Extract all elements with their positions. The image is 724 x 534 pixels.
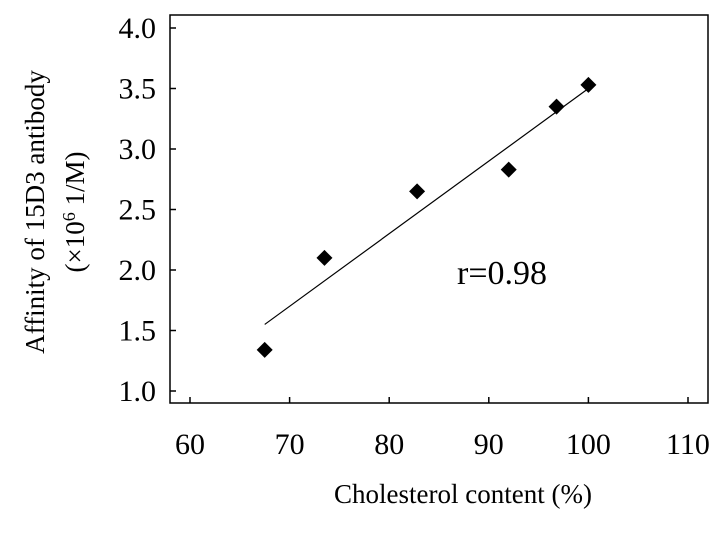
x-tick-label: 90 — [474, 428, 504, 461]
y-tick-label: 3.0 — [119, 133, 157, 166]
data-point — [316, 249, 333, 266]
y-axis-unit-exponent: 6 — [59, 212, 79, 221]
y-tick-label: 2.0 — [119, 254, 157, 287]
data-point — [500, 161, 517, 178]
x-tick-label: 100 — [566, 428, 611, 461]
y-tick-label: 1.5 — [119, 315, 157, 348]
data-point — [256, 341, 273, 358]
correlation-annotation: r=0.98 — [457, 255, 547, 292]
data-point — [580, 76, 597, 93]
plot-frame — [169, 14, 709, 404]
x-tick-label: 60 — [175, 428, 205, 461]
y-axis-unit-prefix: (×10 — [60, 221, 90, 272]
x-axis-title: Cholesterol content (%) — [334, 479, 592, 509]
data-point — [548, 98, 565, 115]
x-tick-label: 80 — [374, 428, 404, 461]
y-axis-title: Affinity of 15D3 antibody — [20, 70, 50, 354]
y-tick-label: 1.0 — [119, 375, 157, 408]
x-tick-label: 110 — [666, 428, 710, 461]
y-axis-unit-suffix: 1/M) — [60, 152, 90, 213]
y-tick-label: 3.5 — [119, 73, 157, 106]
data-point — [409, 183, 426, 200]
y-tick-label: 4.0 — [119, 12, 157, 45]
regression-line — [264, 88, 589, 325]
x-tick-label: 70 — [275, 428, 305, 461]
y-axis-unit: (×106 1/M) — [59, 152, 90, 273]
y-tick-label: 2.5 — [119, 194, 157, 227]
